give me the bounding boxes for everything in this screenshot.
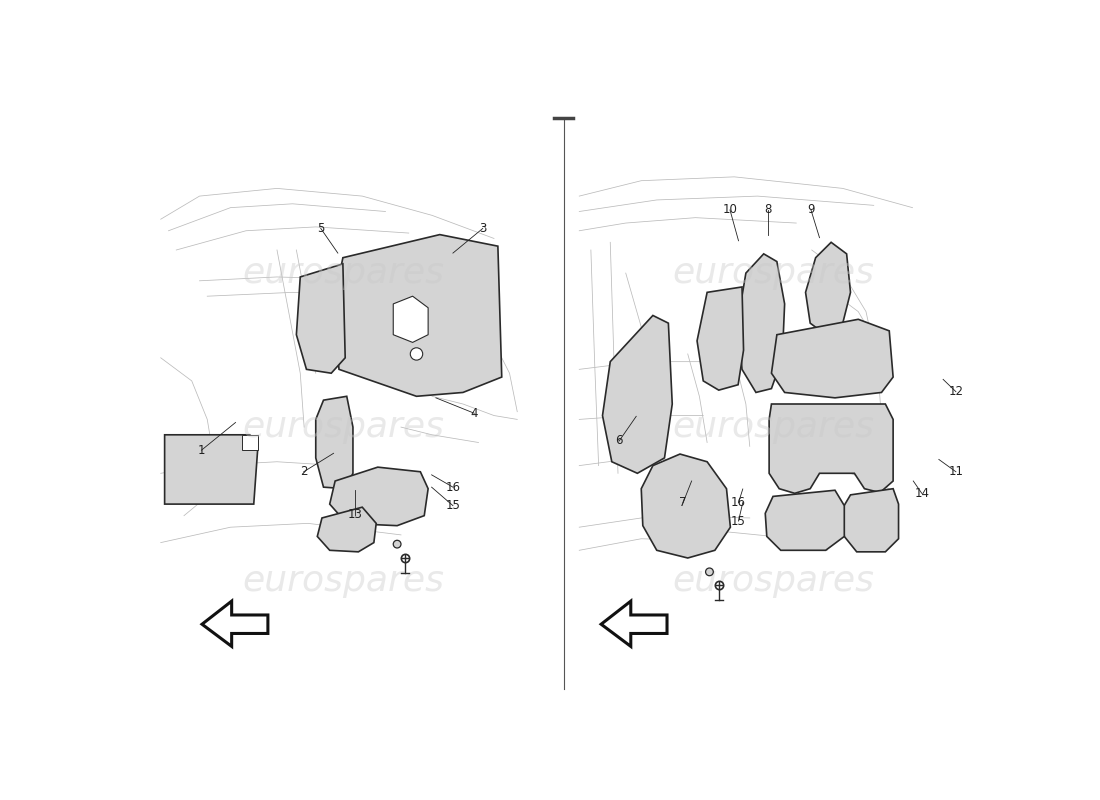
Text: 15: 15	[446, 499, 461, 512]
Polygon shape	[771, 319, 893, 398]
Text: 6: 6	[615, 434, 623, 447]
Text: 16: 16	[446, 481, 461, 494]
Text: 15: 15	[732, 514, 746, 527]
Polygon shape	[317, 507, 376, 552]
Polygon shape	[316, 396, 353, 489]
Text: 16: 16	[732, 496, 746, 509]
Polygon shape	[330, 467, 428, 526]
Polygon shape	[843, 489, 899, 552]
Circle shape	[705, 568, 713, 576]
Text: 8: 8	[764, 203, 772, 217]
Text: 14: 14	[914, 487, 929, 500]
Polygon shape	[394, 296, 428, 342]
Text: 2: 2	[300, 466, 308, 478]
Polygon shape	[165, 435, 257, 504]
Text: 10: 10	[723, 203, 737, 217]
Polygon shape	[805, 242, 850, 334]
Text: 3: 3	[480, 222, 486, 235]
Text: 5: 5	[317, 222, 324, 235]
Polygon shape	[333, 234, 502, 396]
Polygon shape	[242, 435, 257, 450]
Text: eurospares: eurospares	[242, 564, 444, 598]
Text: 13: 13	[348, 508, 362, 522]
Polygon shape	[202, 601, 268, 646]
Text: eurospares: eurospares	[242, 256, 444, 290]
Circle shape	[410, 348, 422, 360]
Text: eurospares: eurospares	[672, 256, 875, 290]
Polygon shape	[697, 287, 744, 390]
Polygon shape	[769, 404, 893, 494]
Polygon shape	[296, 264, 345, 373]
Text: 4: 4	[471, 406, 478, 420]
Text: eurospares: eurospares	[672, 410, 875, 444]
Text: 7: 7	[680, 496, 686, 509]
Text: eurospares: eurospares	[672, 564, 875, 598]
Text: 11: 11	[948, 466, 964, 478]
Text: 1: 1	[198, 444, 206, 457]
Polygon shape	[601, 601, 667, 646]
Text: 9: 9	[807, 203, 815, 217]
Text: eurospares: eurospares	[242, 410, 444, 444]
Polygon shape	[738, 254, 784, 393]
Polygon shape	[603, 315, 672, 474]
Polygon shape	[641, 454, 730, 558]
Circle shape	[394, 540, 402, 548]
Polygon shape	[766, 490, 845, 550]
Text: 12: 12	[948, 385, 964, 398]
